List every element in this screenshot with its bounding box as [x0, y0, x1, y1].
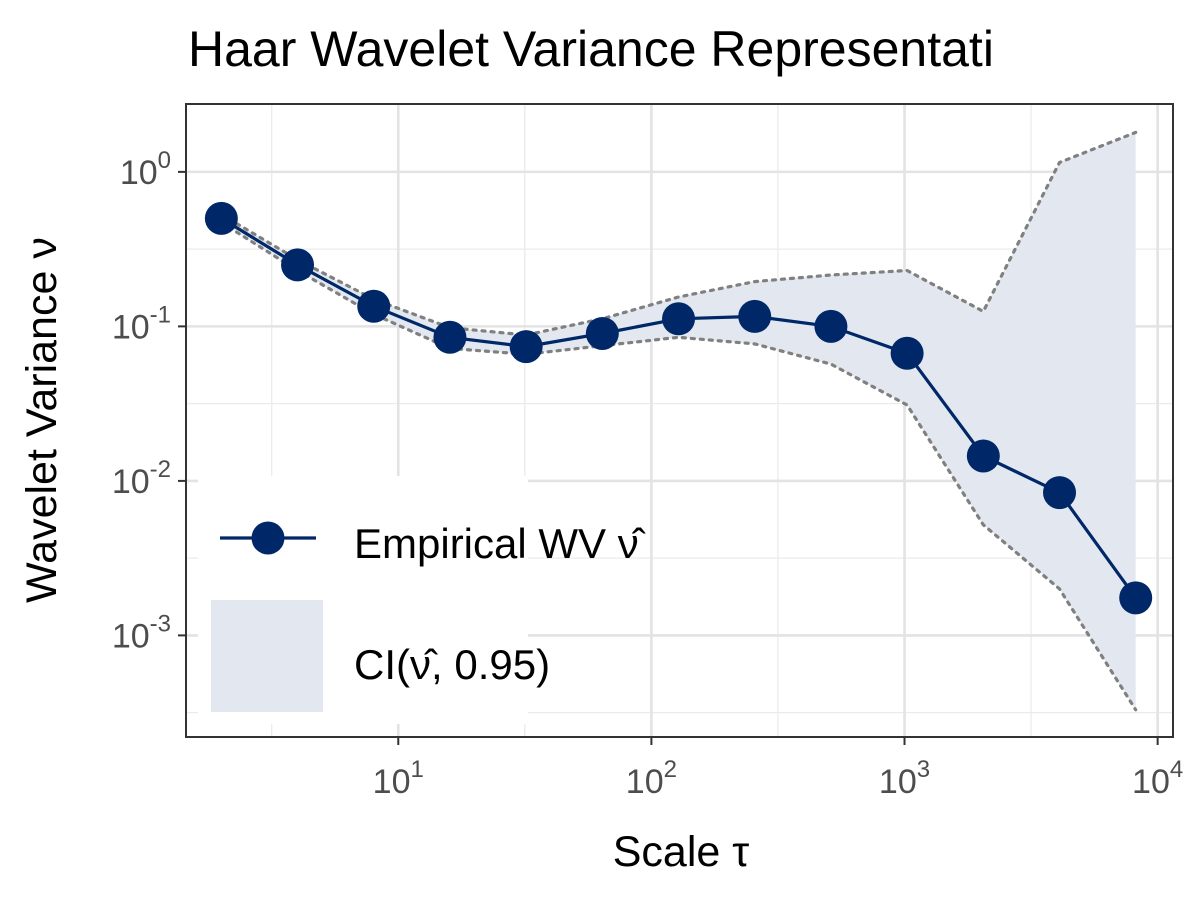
y-axis: 100 10-1 10-2 10-3	[112, 147, 186, 655]
x-axis: 101 102 103 104	[373, 737, 1183, 801]
data-point	[585, 316, 619, 350]
x-axis-title: Scale τ	[613, 828, 750, 876]
legend-label-text: Empirical WV	[354, 520, 618, 567]
chart-title: Haar Wavelet Variance Representati	[188, 21, 994, 77]
series-points	[204, 201, 1153, 615]
data-point	[433, 320, 467, 354]
plot-panel: Empirical WV ν̂ CI(ν̂, 0.95)	[185, 103, 1174, 738]
data-point	[966, 439, 1000, 473]
x-tick-label: 104	[1132, 756, 1183, 801]
data-point	[662, 302, 696, 336]
x-tick-label: 101	[373, 756, 424, 801]
panel-border	[185, 103, 1174, 738]
y-axis-title: Wavelet Variance ν	[18, 237, 66, 603]
data-point	[509, 330, 543, 364]
y-tick-label: 10-2	[112, 456, 171, 501]
data-point	[738, 299, 772, 333]
data-point	[890, 336, 924, 370]
data-point	[204, 201, 238, 235]
legend-ci-suffix: , 0.95)	[431, 641, 550, 688]
data-point	[1043, 476, 1077, 510]
legend-ci-prefix: CI(	[354, 641, 410, 688]
y-tick-label: 10-3	[112, 610, 171, 655]
x-tick-label: 103	[879, 756, 930, 801]
data-point	[357, 289, 391, 323]
y-tick-label: 10-1	[112, 301, 171, 346]
legend-ci-fill-key	[211, 600, 323, 712]
data-point	[1119, 581, 1153, 615]
y-tick-label: 100	[120, 147, 171, 192]
ci-band	[221, 132, 1136, 710]
legend-label-empirical-wv: Empirical WV ν̂	[354, 520, 646, 567]
x-tick-label: 102	[626, 756, 677, 801]
data-point	[281, 248, 315, 282]
legend-point-key	[251, 521, 285, 555]
data-point	[814, 309, 848, 343]
legend-label-ci: CI(ν̂, 0.95)	[354, 641, 550, 688]
ci-lower-line	[219, 220, 1138, 712]
legend: Empirical WV ν̂ CI(ν̂, 0.95)	[198, 476, 646, 724]
